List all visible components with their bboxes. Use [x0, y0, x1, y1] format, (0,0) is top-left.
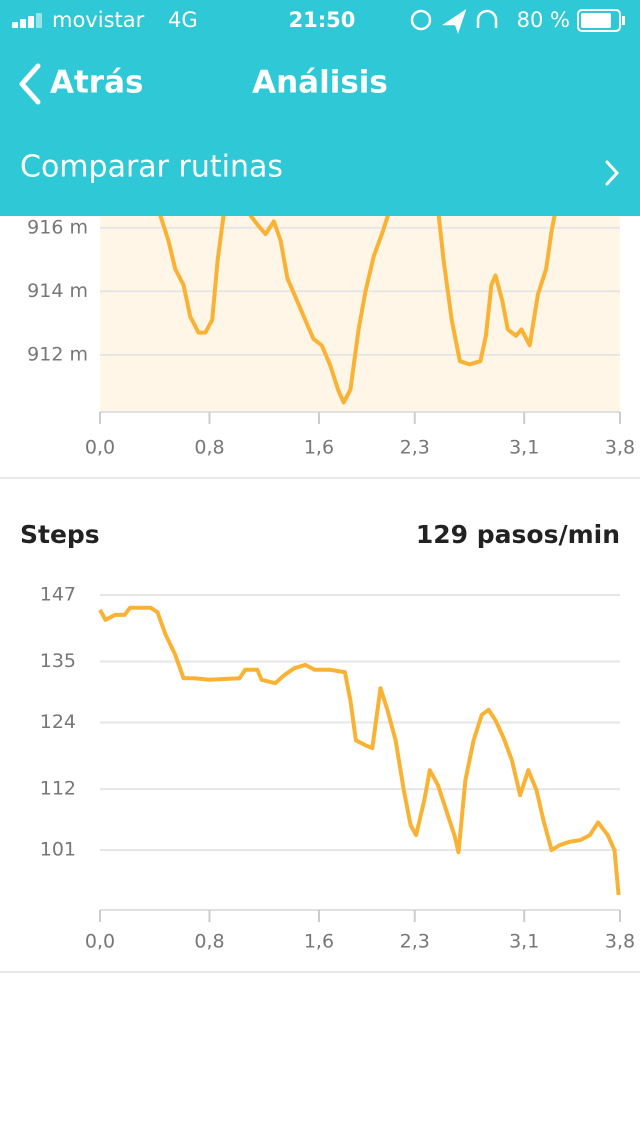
battery-level: 80 %: [517, 8, 570, 32]
x-tick-label: 0,0: [85, 437, 115, 459]
data-line: [98, 605, 621, 896]
nav-title: Análisis: [252, 65, 388, 101]
y-tick-label: 914 m: [27, 280, 88, 302]
x-tick-label: 2,3: [400, 437, 430, 459]
y-tick-label: 112: [40, 778, 76, 800]
compare-routines[interactable]: Comparar rutinas: [20, 150, 283, 185]
chart-title: Steps: [20, 520, 100, 549]
signal-icon: [12, 13, 42, 28]
y-tick-label: 101: [40, 839, 76, 861]
x-tick-label: 3,1: [509, 931, 539, 953]
x-tick-label: 3,1: [509, 437, 539, 459]
battery-icon: [577, 9, 625, 32]
back-arrow[interactable]: [19, 63, 41, 105]
time: 21:50: [289, 8, 356, 32]
chevron[interactable]: [605, 160, 620, 186]
y-tick-label: 135: [40, 650, 76, 672]
chart-subtitle: 129 pasos/min: [416, 520, 620, 549]
back-button[interactable]: Atrás: [50, 65, 143, 101]
x-tick-label: 0,8: [194, 931, 224, 953]
elevation-chart: 912 m 914 m 916 m 0,0 0,8 1,6 2,3 3,1 3,8: [27, 163, 635, 459]
x-tick-label: 1,6: [304, 437, 334, 459]
x-tick-label: 2,3: [400, 931, 430, 953]
steps-chart: 101 112 124 135 147 0,0 0,8 1,6 2,3 3,1 3,8: [40, 583, 635, 952]
carrier: movistar: [52, 8, 145, 32]
y-tick-label: 916 m: [27, 216, 88, 238]
y-tick-label: 147: [40, 583, 76, 605]
x-tick-label: 3,8: [605, 437, 635, 459]
network: 4G: [168, 8, 198, 32]
status-icons: [410, 8, 498, 34]
x-tick-label: 0,8: [194, 437, 224, 459]
x-tick-label: 1,6: [304, 931, 334, 953]
x-tick-label: 0,0: [85, 931, 115, 953]
data-line: [139, 163, 568, 405]
header: [0, 0, 640, 216]
y-tick-label: 124: [40, 711, 76, 733]
y-tick-label: 912 m: [27, 343, 88, 365]
x-tick-label: 3,8: [605, 931, 635, 953]
